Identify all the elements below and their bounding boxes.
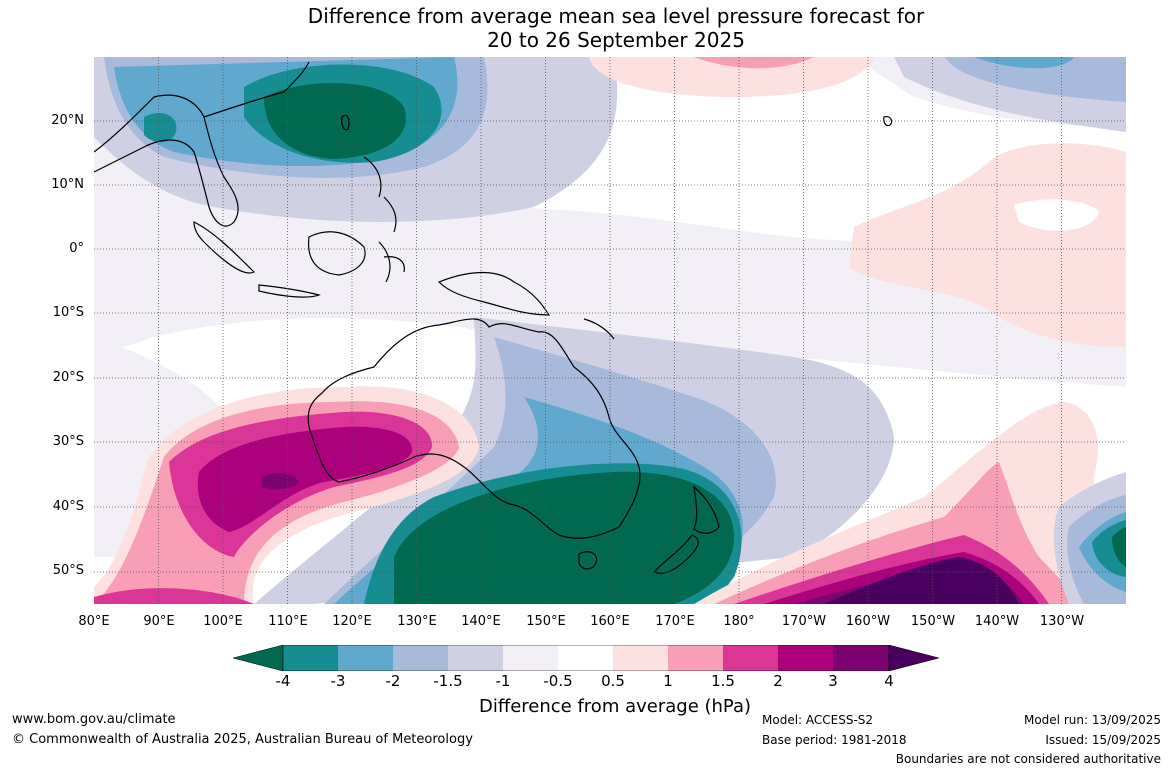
graticule	[94, 57, 1126, 604]
colorbar-border	[282, 645, 890, 671]
colorbar-label-minus-1: -1	[495, 672, 511, 690]
philippines-coastline	[363, 156, 397, 233]
sulawesi-coastline	[378, 241, 405, 283]
lat-label-equator: 0°	[69, 241, 84, 256]
colorbar-swatch-minus-1-to-minus-0.5	[503, 645, 558, 671]
anomaly-region-plus-0.5-east	[849, 143, 1126, 347]
lon-label-120e: 120°E	[332, 614, 372, 629]
colorbar-label-minus-1.5: -1.5	[433, 672, 463, 690]
lon-label-150e: 150°E	[526, 614, 566, 629]
pressure-anomaly-map	[94, 57, 1126, 604]
lat-label-30s: 30°S	[52, 434, 84, 449]
website-link[interactable]: www.bom.gov.au/climate	[12, 712, 176, 727]
map-canvas	[94, 57, 1126, 604]
colorbar-swatch-1-to-1.5	[668, 645, 723, 671]
colorbar-label-1.5: 1.5	[711, 672, 735, 690]
new-zealand-north-island	[693, 485, 720, 534]
colorbar-swatch-minus-3-to-minus-2	[338, 645, 393, 671]
lat-label-20n: 20°N	[51, 113, 84, 128]
solomon-islands-coastline	[583, 318, 615, 340]
lon-label-130e: 130°E	[397, 614, 437, 629]
title-line-2: 20 to 26 September 2025	[487, 28, 745, 52]
china-coastline	[203, 61, 310, 118]
australia-coastline	[307, 318, 641, 539]
anomaly-region-plus-1.5-sw	[94, 588, 254, 604]
anomaly-region-neutral-east-hole	[1014, 199, 1099, 231]
lon-label-170e: 170°E	[655, 614, 695, 629]
lon-label-170w: 170°W	[781, 614, 827, 629]
colorbar-swatch-minus-0.5-to-0.5	[558, 645, 613, 671]
colorbar-label-1: 1	[663, 672, 673, 690]
anomaly-region-minus-2-ne	[974, 57, 1074, 69]
colorbar-swatch-2-to-3	[778, 645, 833, 671]
hawaii-coastline	[883, 116, 893, 127]
anomaly-region-plus-1-north	[694, 57, 814, 69]
colorbar-label-minus-3: -3	[330, 672, 346, 690]
issued-text: Issued: 15/09/2025	[1045, 733, 1161, 747]
tasmania-coastline	[578, 551, 598, 570]
new-zealand-south-island	[652, 534, 699, 574]
anomaly-region-plus-0.5-north	[589, 57, 874, 97]
colorbar-swatch-below-minus-4	[233, 645, 284, 671]
lon-label-160e: 160°E	[590, 614, 630, 629]
model-text: Model: ACCESS-S2	[762, 713, 874, 727]
anomaly-region-plus-2-west	[197, 426, 413, 532]
borneo-coastline	[308, 231, 366, 276]
lon-label-150w: 150°W	[910, 614, 956, 629]
chart-title: Difference from average mean sea level p…	[0, 4, 1173, 52]
lon-label-130w: 130°W	[1039, 614, 1085, 629]
anomaly-region-plus-3-west	[262, 473, 299, 490]
lon-label-80e: 80°E	[78, 614, 110, 629]
model-run-text: Model run: 13/09/2025	[1023, 713, 1161, 727]
sumatra-coastline	[193, 221, 256, 274]
lon-label-90e: 90°E	[143, 614, 175, 629]
colorbar-label-minus-4: -4	[275, 672, 291, 690]
lat-label-40s: 40°S	[52, 499, 84, 514]
anomaly-region-plus-4-se	[824, 557, 1019, 604]
colorbar-swatch-1.5-to-2	[723, 645, 778, 671]
colorbar-swatch-3-to-4	[833, 645, 889, 671]
colorbar-label-3: 3	[828, 672, 838, 690]
copyright-text: © Commonwealth of Australia 2025, Austra…	[12, 732, 473, 747]
colorbar-label-minus-2: -2	[385, 672, 401, 690]
lon-label-140w: 140°W	[974, 614, 1020, 629]
lat-label-20s: 20°S	[52, 370, 84, 385]
colorbar-swatch-minus-2-to-minus-1.5	[393, 645, 448, 671]
colorbar-swatch-minus-4-to-minus-3	[283, 645, 338, 671]
coastlines	[94, 61, 893, 574]
colorbar	[233, 645, 939, 671]
colorbar-label-0.5: 0.5	[601, 672, 625, 690]
colorbar-label-minus-0.5: -0.5	[543, 672, 573, 690]
anomaly-region-minus-1.5-ne	[944, 57, 1126, 102]
anomaly-region-minus-3-bay	[144, 112, 177, 143]
anomaly-region-minus-4-south	[394, 471, 734, 604]
title-line-1: Difference from average mean sea level p…	[307, 4, 925, 28]
mainland-se-asia-coastline	[94, 94, 239, 227]
colorbar-swatch-0.5-to-1	[613, 645, 668, 671]
colorbar-swatch-minus-1.5-to-minus-1	[448, 645, 503, 671]
lat-label-50s: 50°S	[52, 563, 84, 578]
lon-label-160w: 160°W	[845, 614, 891, 629]
colorbar-title: Difference from average (hPa)	[478, 696, 752, 717]
lon-label-140e: 140°E	[461, 614, 501, 629]
colorbar-label-4: 4	[884, 672, 894, 690]
taiwan-coastline	[341, 114, 350, 131]
new-guinea-coastline	[437, 272, 551, 316]
lon-label-100e: 100°E	[203, 614, 243, 629]
lon-label-110e: 110°E	[268, 614, 308, 629]
lat-label-10n: 10°N	[51, 177, 84, 192]
anomaly-region-minus-4-se-edge	[1112, 527, 1126, 567]
java-coastline	[258, 284, 321, 298]
base-period-text: Base period: 1981-2018	[762, 733, 907, 747]
colorbar-swatch-above-4	[888, 645, 939, 671]
lon-label-180: 180°	[723, 614, 755, 629]
disclaimer-text: Boundaries are not considered authoritat…	[895, 752, 1161, 766]
colorbar-label-2: 2	[773, 672, 783, 690]
lat-label-10s: 10°S	[52, 305, 84, 320]
